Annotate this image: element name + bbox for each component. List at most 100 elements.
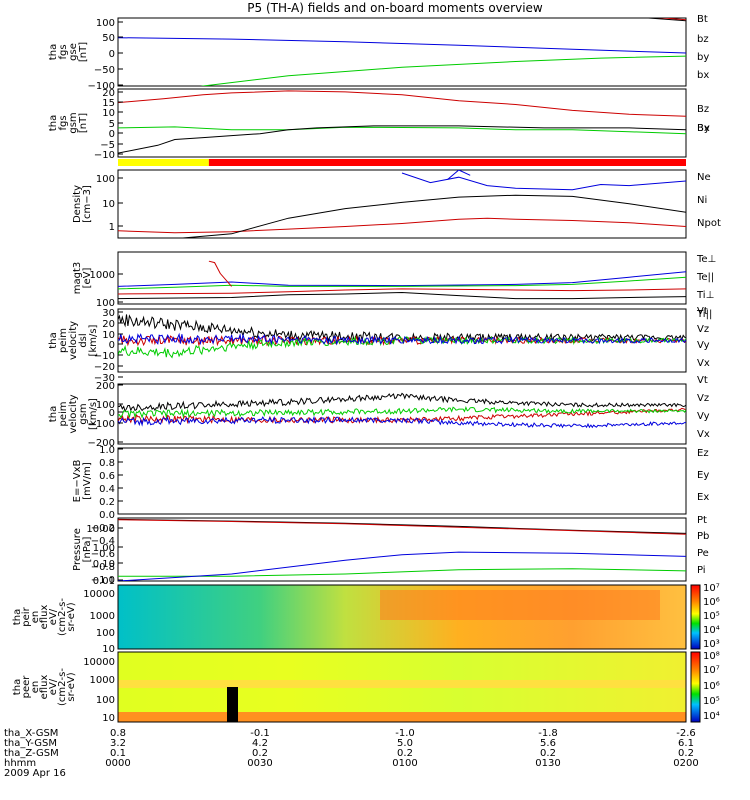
legend-label-npot: Npot: [697, 218, 721, 229]
y-axis-label-line: tha: [48, 406, 59, 422]
y-tick-label: 1000: [90, 611, 115, 622]
y-tick-label: −0.2: [91, 523, 115, 534]
y-tick-label: −1.0: [91, 575, 115, 586]
series-line-vt: [118, 392, 686, 413]
y-axis-label-line: eflux: [39, 605, 50, 630]
y-tick-label: 100: [96, 174, 115, 185]
panel-ion-spectrogram: 10000 1000 100 10 thapeirenefluxeV/(cm2-s-sr…: [12, 583, 720, 655]
panel-frame: [117, 447, 687, 515]
x-axis-value: 6.1: [678, 738, 694, 749]
panel-frame: [117, 517, 687, 582]
panel-frame: [117, 88, 687, 158]
legend-label-bz: Bz: [697, 104, 709, 115]
colorbar-tick-label: 10⁵: [703, 696, 720, 707]
y-tick-label: −20: [94, 362, 115, 373]
x-axis-value: 0.2: [678, 748, 694, 759]
series-line-segment: [447, 170, 471, 180]
x-axis-value: 4.2: [252, 738, 268, 749]
legend-label-pt: Pt: [697, 515, 707, 526]
spectrogram-band-mid: [118, 680, 686, 688]
y-axis-label-line: eflux: [39, 675, 50, 700]
colorbar-tick-label: 10³: [703, 639, 720, 650]
legend-label-by: by: [697, 52, 709, 63]
series-line-by: [118, 126, 686, 135]
legend-label-bt: Bt: [697, 14, 708, 25]
y-tick-label: 20: [102, 319, 115, 330]
legend-label-pe: Pe: [697, 548, 709, 559]
series-line-bz: [118, 90, 686, 117]
x-axis-value: 0.8: [110, 728, 126, 739]
colorbar-tick-label: 10⁴: [703, 711, 720, 722]
y-tick-label: 10: [102, 108, 115, 119]
legend-label-vt: Vt: [697, 306, 708, 317]
y-axis-label-line: sr-eV): [66, 602, 77, 631]
x-row-label-0: tha_X-GSM: [4, 728, 58, 739]
series-line-vy: [118, 405, 686, 419]
x-axis-value: 0130: [535, 758, 560, 769]
colorbar-tick-label: 10⁶: [703, 597, 720, 608]
y-tick-label: −0.6: [91, 549, 115, 560]
y-tick-label: 0.0: [99, 510, 115, 521]
y-tick-label: 10: [102, 644, 115, 655]
y-axis-label-line: (cm2-s-: [57, 598, 68, 636]
series-line-te||: [118, 291, 686, 300]
y-tick-label: 1000: [90, 675, 115, 686]
y-tick-label: −200: [88, 438, 115, 449]
spectrogram-hot-region: [380, 590, 660, 620]
x-axis-value: -0.1: [250, 728, 270, 739]
y-axis-label-line: en: [30, 681, 41, 694]
legend-label-te: Te||: [696, 272, 714, 283]
x-axis-value: -1.0: [395, 728, 415, 739]
colorbar: [690, 584, 701, 650]
y-tick-label: 0: [109, 408, 115, 419]
legend-label-ey: Ey: [697, 470, 709, 481]
y-axis-label-line: gse: [68, 43, 79, 61]
y-axis-label-line: peim: [58, 328, 69, 353]
panel-frame: [117, 17, 687, 87]
x-axis-value: -1.8: [538, 728, 558, 739]
y-axis-label-line: fgs: [58, 115, 69, 130]
panel-frame: [117, 251, 687, 305]
y-tick-label: 0.01: [93, 576, 115, 587]
x-axis: tha_X-GSM tha_Y-GSM tha_Z-GSM hhmm 2009 …: [4, 728, 699, 779]
x-date: 2009 Apr 16: [4, 768, 66, 779]
y-tick-label: 100: [96, 400, 115, 411]
y-tick-label: −10: [94, 351, 115, 362]
y-axis-label-line: tha: [48, 44, 59, 60]
panel-frame: [117, 651, 687, 723]
y-tick-label: 0: [109, 129, 115, 140]
x-axis-value: 0.2: [252, 748, 268, 759]
x-row-label-1: tha_Y-GSM: [4, 738, 57, 749]
y-tick-label: 0.6: [99, 471, 115, 482]
y-axis-label-line: velocity: [68, 321, 79, 360]
y-tick-label: 1000: [90, 270, 115, 281]
series-group: [118, 260, 686, 300]
panel-density: 100 10 1 Density [cm−3] Ne Ni Npot: [72, 169, 721, 239]
colorbar-tick-label: 10⁷: [703, 665, 720, 676]
legend-label-vy: Vy: [697, 411, 710, 422]
y-tick-label: −100: [88, 81, 115, 92]
y-tick-label: 50: [102, 33, 115, 44]
panel-frame: [117, 169, 687, 239]
x-axis-value: 0200: [673, 758, 698, 769]
series-line-npot: [401, 172, 686, 191]
y-tick-label: 10000: [83, 589, 115, 600]
y-axis-label-line: tha: [12, 679, 23, 695]
y-tick-label: 100: [96, 298, 115, 309]
x-row-label-2: tha_Z-GSM: [4, 748, 59, 759]
y-tick-label: 20: [102, 88, 115, 99]
series-group: [118, 90, 686, 154]
y-axis-label-line: (cm2-s-: [57, 668, 68, 706]
y-tick-label: 30: [102, 308, 115, 319]
series-group: [118, 314, 686, 359]
series-group: [118, 18, 686, 86]
legend-label-bz: bz: [697, 34, 709, 45]
series-line-vx: [118, 415, 686, 429]
legend-label-te: Te⊥: [696, 254, 716, 265]
series-line-bz: [657, 18, 686, 21]
y-axis-label-line: [mV/m]: [82, 462, 93, 500]
y-axis-label-line: velocity: [68, 394, 79, 433]
y-tick-label: −0.8: [91, 562, 115, 573]
y-axis-label-line: [cm−3]: [82, 185, 93, 223]
